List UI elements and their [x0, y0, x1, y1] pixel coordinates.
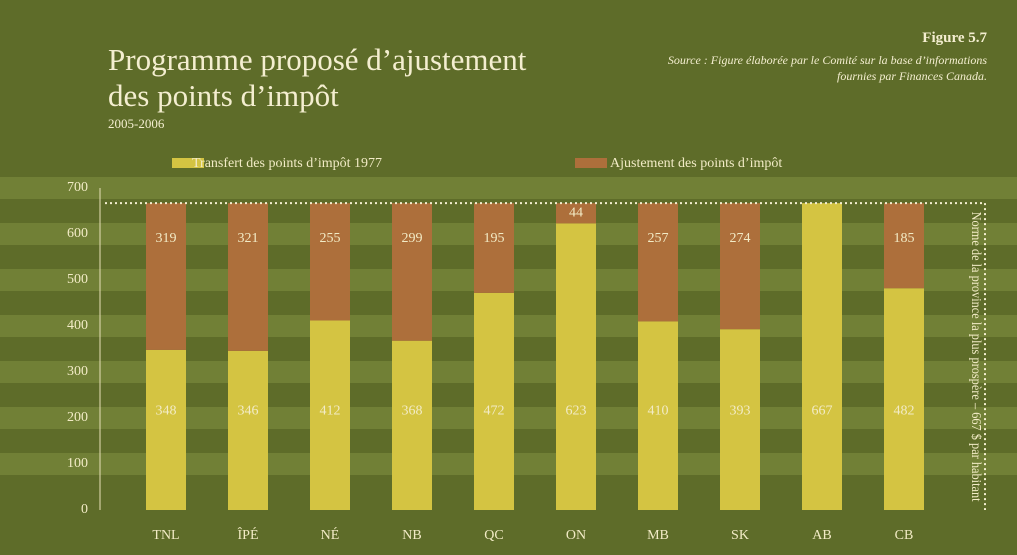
bar-segment — [310, 203, 350, 321]
y-tick-label: 200 — [67, 410, 88, 425]
x-tick-label: MB — [647, 528, 669, 543]
bar-segment — [310, 320, 350, 510]
y-tick-label: 500 — [67, 272, 88, 287]
data-label: 255 — [320, 231, 341, 246]
source-note: Source : Figure élaborée par le Comité s… — [667, 53, 987, 83]
bar-segment — [884, 203, 924, 289]
data-label: 472 — [484, 403, 505, 418]
bar-segment — [638, 203, 678, 322]
data-label: 185 — [894, 231, 915, 246]
x-tick-label: NB — [402, 528, 421, 543]
x-tick-label: NÉ — [321, 526, 340, 543]
data-label: 274 — [730, 231, 751, 246]
data-label: 44 — [569, 206, 583, 221]
bar-segment — [228, 203, 268, 351]
legend-label: Ajustement des points d’impôt — [610, 156, 782, 171]
annotation: Norme de la province la plus prospère – … — [968, 212, 983, 502]
data-label: 319 — [156, 231, 177, 246]
data-label: 321 — [238, 231, 259, 246]
y-tick-label: 700 — [67, 180, 88, 195]
bar-segment — [474, 203, 514, 293]
x-tick-label: ÎPÉ — [238, 526, 259, 543]
chart-subtitle: 2005-2006 — [108, 116, 165, 131]
reference-line — [105, 202, 986, 510]
figure-label: Figure 5.7 — [922, 30, 987, 46]
data-label: 667 — [812, 403, 833, 418]
legend-label: Transfert des points d’impôt 1977 — [192, 156, 382, 171]
x-tick-label: AB — [812, 528, 831, 543]
bar-segment — [392, 203, 432, 341]
data-label: 257 — [648, 231, 669, 246]
bar-segment — [638, 321, 678, 510]
bar-segment — [474, 292, 514, 510]
legend-swatch — [575, 158, 607, 168]
data-label: 623 — [566, 403, 587, 418]
data-label: 195 — [484, 231, 505, 246]
data-label: 299 — [402, 231, 423, 246]
bar-segment — [556, 223, 596, 511]
grid-band — [0, 177, 1017, 199]
x-tick-label: CB — [895, 528, 914, 543]
bar-segment — [146, 349, 186, 510]
chart-title: Programme proposé d’ajustement des point… — [108, 42, 527, 113]
data-label: 482 — [894, 403, 915, 418]
x-tick-label: TNL — [152, 528, 179, 543]
legend-swatch — [172, 158, 204, 168]
bar-segment — [802, 203, 842, 510]
bar-segment — [720, 329, 760, 510]
y-tick-label: 600 — [67, 226, 88, 241]
bar-segment — [556, 203, 596, 224]
bar-segment — [392, 340, 432, 510]
data-label: 348 — [156, 403, 177, 418]
bar-segment — [228, 350, 268, 510]
y-tick-label: 400 — [67, 318, 88, 333]
y-tick-label: 0 — [81, 502, 88, 517]
data-label: 412 — [320, 403, 341, 418]
data-label: 368 — [402, 403, 423, 418]
x-tick-label: SK — [731, 528, 749, 543]
y-tick-label: 300 — [67, 364, 88, 379]
y-tick-label: 100 — [67, 456, 88, 471]
bar-segment — [720, 203, 760, 330]
x-tick-label: QC — [484, 528, 503, 543]
data-label: 410 — [648, 403, 669, 418]
bar-segment — [884, 288, 924, 510]
data-label: 346 — [238, 403, 259, 418]
bar-segment — [146, 203, 186, 350]
x-tick-label: ON — [566, 528, 586, 543]
data-label: 393 — [730, 403, 751, 418]
